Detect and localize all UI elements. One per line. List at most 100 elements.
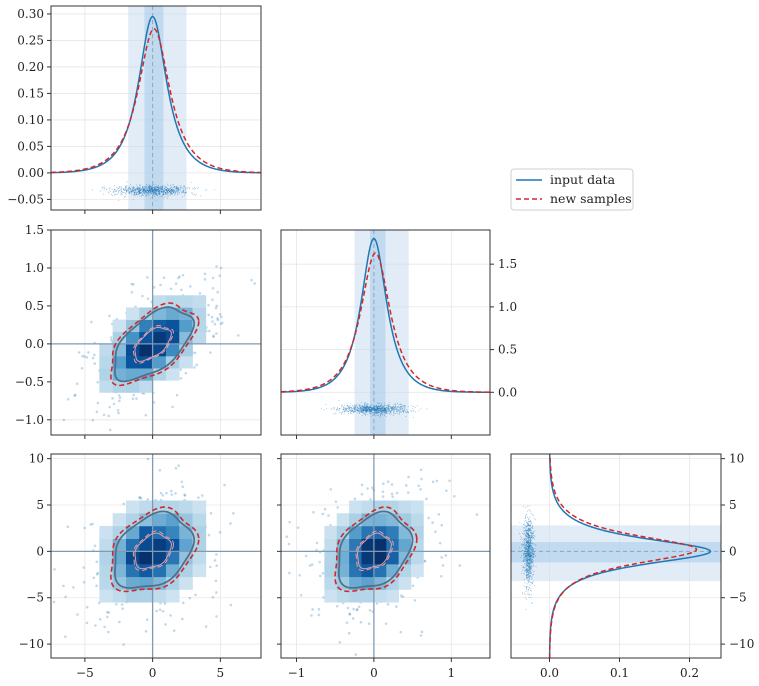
rug-point (128, 192, 130, 194)
rug-point (531, 560, 532, 561)
rug-point (525, 575, 527, 577)
rug-point (528, 569, 530, 570)
scatter-point (207, 303, 210, 307)
hist2d-cell (112, 525, 127, 539)
scatter-point (348, 612, 352, 616)
scatter-point (169, 489, 173, 493)
rug-point (374, 410, 376, 412)
scatter-point (419, 634, 423, 637)
rug-point (398, 409, 400, 411)
rug-point (108, 187, 110, 189)
rug-point (369, 411, 371, 413)
rug-point (396, 407, 398, 409)
y-tick-label: 0.0 (498, 385, 517, 399)
contour-samples-inner (132, 325, 174, 364)
rug-point (162, 187, 164, 189)
rug-point (166, 192, 168, 194)
rug-point (356, 404, 358, 406)
rug-point (359, 411, 361, 413)
rug-point (154, 187, 156, 189)
rug-point (363, 411, 365, 413)
rug-point (414, 406, 416, 408)
rug-point (364, 403, 366, 405)
rug-point (379, 406, 381, 408)
rug-point (527, 575, 529, 577)
rug-point (126, 185, 128, 187)
rug-point (530, 512, 532, 514)
scatter-point (386, 480, 390, 484)
y-tick-label: 0 (36, 544, 44, 558)
rug-point (139, 188, 140, 190)
scatter-point (163, 602, 167, 605)
scatter-point (180, 288, 183, 292)
rug-point (384, 404, 386, 406)
rug-point (530, 545, 532, 547)
hist2d-cell (361, 500, 375, 514)
rug-point (525, 539, 526, 541)
rug-point (146, 187, 148, 189)
rug-point (101, 187, 103, 189)
rug-point (136, 187, 138, 189)
rug-point (531, 583, 533, 585)
rug-point (153, 186, 155, 188)
rug-point (389, 404, 391, 406)
rug-point (117, 193, 119, 195)
rug-point (391, 409, 393, 411)
rug-point (338, 409, 340, 411)
scatter-point (193, 351, 197, 355)
hist2d-cell (99, 564, 113, 578)
rug-point (397, 406, 399, 408)
rug-point (125, 193, 127, 195)
rug-point (530, 561, 531, 563)
rug-point (384, 414, 386, 416)
scatter-point (399, 630, 403, 634)
rug-point (129, 191, 131, 193)
rug-point (353, 410, 355, 412)
rug-point (395, 406, 396, 408)
rug-point (526, 546, 527, 548)
contour-input-outer (337, 510, 414, 589)
rug-point (326, 407, 328, 409)
rug-point (124, 196, 126, 198)
rug-point (528, 537, 529, 539)
rug-point (534, 551, 536, 553)
rug-point (383, 412, 385, 414)
hist2d-cell (152, 576, 167, 590)
scatter-point (208, 565, 212, 569)
rug-point (408, 411, 409, 413)
hist2d-cell (125, 380, 140, 393)
rug-point (132, 187, 134, 189)
rug-point (525, 517, 527, 519)
rug-point (524, 539, 526, 540)
rug-point (135, 189, 137, 191)
rug-point (532, 580, 534, 582)
rug-point (359, 404, 361, 406)
rug-point (132, 199, 134, 201)
rug-point (388, 410, 390, 412)
rug-point (149, 185, 151, 187)
rug-point (119, 192, 121, 194)
rug-point (145, 188, 147, 190)
rug-point (354, 405, 356, 407)
rug-point (196, 188, 198, 189)
rug-point (530, 535, 532, 537)
rug-point (530, 520, 532, 522)
rug-point (364, 404, 366, 406)
scatter-point (174, 466, 178, 470)
rug-point (130, 188, 132, 190)
hist2d-cell (139, 500, 153, 514)
rug-point (130, 184, 131, 186)
x-tick-label: 5 (217, 666, 225, 680)
rug-point (396, 412, 398, 414)
hist2d-cell (192, 564, 207, 578)
axes-frame (510, 453, 722, 659)
rug-point (172, 184, 174, 186)
rug-point (126, 187, 128, 189)
hist2d-cell (152, 331, 167, 345)
rug-point (345, 411, 347, 413)
rug-point (528, 562, 530, 564)
rug-point (140, 193, 142, 194)
scatter-point (475, 513, 479, 516)
rug-point (342, 406, 344, 407)
scatter-point (80, 366, 84, 370)
